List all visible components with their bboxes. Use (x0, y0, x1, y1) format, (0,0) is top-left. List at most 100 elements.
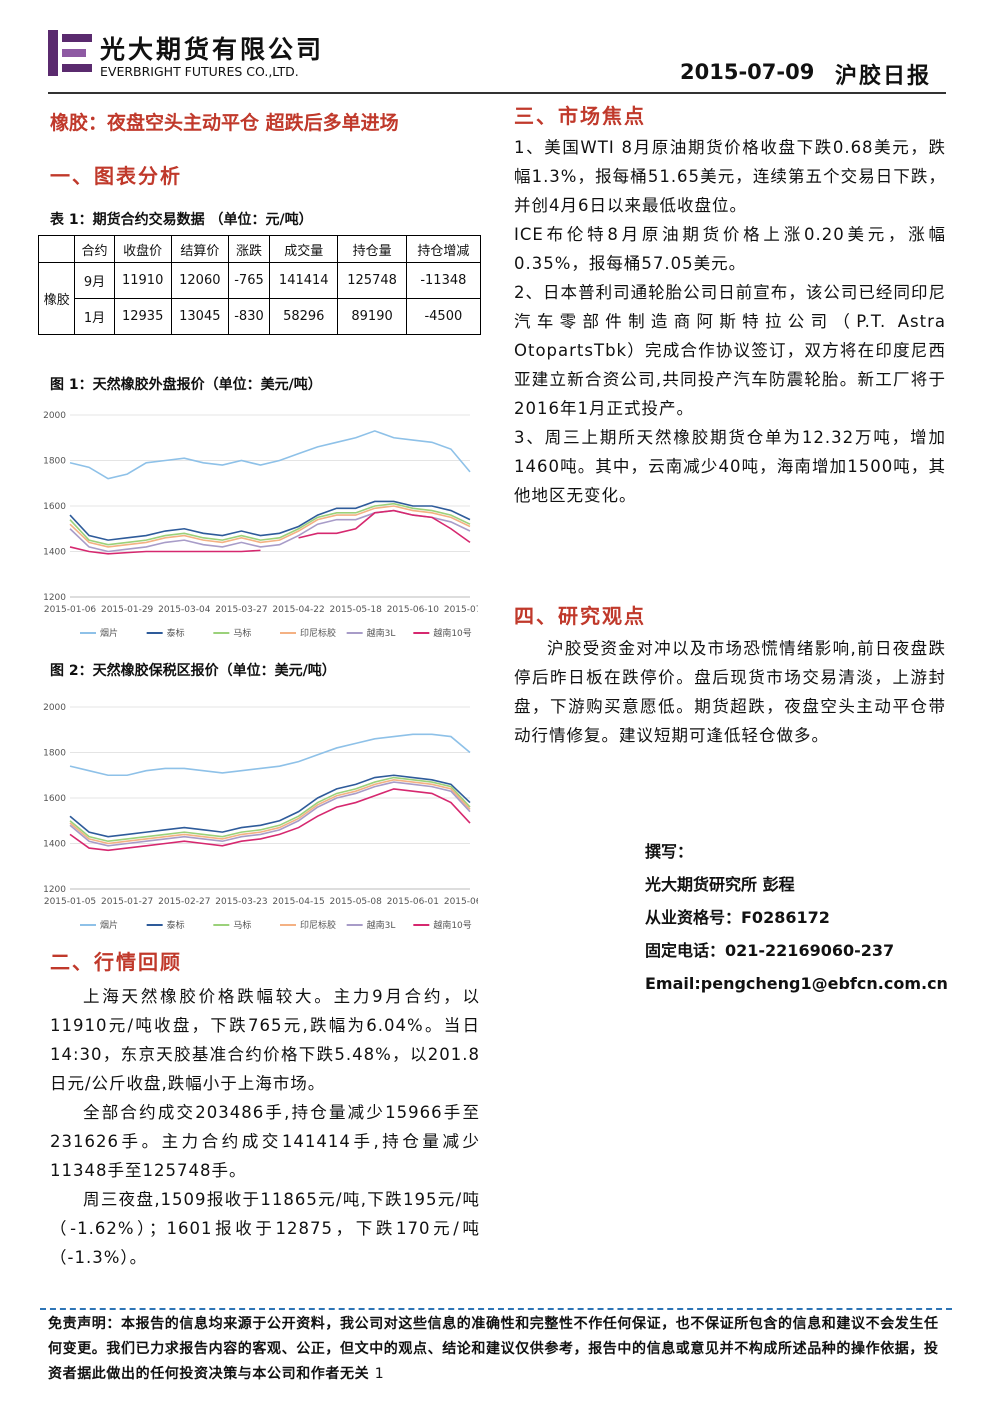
legend-label: 越南3L (367, 627, 396, 639)
disclaimer: 免责声明：本报告的信息均来源于公开资料，我公司对这些信息的准确性和完整性不作任何… (48, 1312, 946, 1387)
table-caption: 表 1：期货合约交易数据 （单位：元/吨） (50, 212, 313, 228)
figure-caption: 图 2：天然橡胶保税区报价（单位：美元/吨） (50, 663, 336, 679)
x-tick-label: 2015-05-18 (330, 605, 383, 615)
data-table: 合约 收盘价 结算价 涨跌 成交量 持仓量 持仓增减 橡胶 9月 11910 12060 -765 14… (37, 235, 482, 335)
figure-caption: 图 1：天然橡胶外盘报价（单位：美元/吨） (50, 377, 322, 393)
series-line (69, 505, 471, 548)
table-header-cell: 持仓增减 (405, 235, 482, 263)
table-header-cell (37, 235, 76, 263)
series-line (69, 781, 471, 847)
table-cell: 141414 (269, 262, 339, 299)
legend-label: 泰标 (167, 919, 185, 931)
series-line (69, 509, 471, 553)
series-line (69, 774, 471, 838)
footer-rule (40, 1308, 952, 1310)
paragraph: 2、日本普利司通轮胎公司日前宣布，该公司已经同印尼汽车零部件制造商阿斯特拉公司（… (514, 283, 946, 418)
table-cell: 13045 (170, 298, 229, 335)
author-block: 撰写： 光大期货研究所 彭程 从业资格号：F0286172 固定电话：021-2… (645, 835, 948, 1000)
headline: 橡胶：夜盘空头主动平仓 超跌后多单进场 (50, 112, 399, 134)
y-tick-label: 1200 (43, 593, 66, 603)
company-cn: 光大期货有限公司 (100, 35, 325, 64)
y-tick-label: 2000 (43, 703, 66, 713)
legend-label: 越南10号 (433, 627, 471, 639)
author-line: Email:pengcheng1@ebfcn.com.cn (645, 974, 948, 993)
table-cell: -830 (227, 298, 271, 335)
paragraph: 1、美国WTI 8月原油期货价格收盘下跌0.68美元，跌幅1.3%，报每桶51.… (514, 138, 946, 215)
company-en: EVERBRIGHT FUTURES CO.,LTD. (100, 64, 299, 79)
section-title: 四、研究观点 (514, 604, 646, 628)
series-line (69, 502, 471, 546)
table-header-cell: 涨跌 (227, 235, 271, 263)
header-rule (48, 92, 946, 94)
series-line (69, 778, 471, 845)
author-line: 光大期货研究所 彭程 (645, 875, 795, 894)
y-tick-label: 1200 (43, 885, 66, 895)
x-tick-label: 2015-06-01 (387, 897, 439, 907)
y-tick-label: 2000 (43, 411, 66, 421)
x-tick-label: 2015-01-27 (101, 897, 153, 907)
table-header-cell: 结算价 (170, 235, 229, 263)
legend-label: 泰标 (167, 627, 185, 639)
x-tick-label: 2015-04-22 (272, 605, 324, 615)
review-text: 上海天然橡胶价格跌幅较大。主力9月合约，以11910元/吨收盘，下跌765元,跌… (50, 982, 480, 1272)
x-tick-label: 2015-05-08 (330, 897, 383, 907)
x-tick-label: 2015-04-15 (272, 897, 324, 907)
table-row: 1月 12935 13045 -830 58296 89190 -4500 (39, 298, 482, 335)
table-cell: 125748 (337, 262, 407, 299)
paragraph: 周三夜盘,1509报收于11865元/吨,下跌195元/吨（-1.62%）；16… (50, 1190, 480, 1267)
section-title: 二、行情回顾 (50, 950, 182, 974)
legend-label: 越南3L (367, 919, 396, 931)
table-cell: 12935 (113, 298, 172, 335)
table-cell: 89190 (337, 298, 407, 335)
author-line: 从业资格号：F0286172 (645, 908, 830, 927)
table-cell: 58296 (269, 298, 339, 335)
legend-label: 烟片 (100, 919, 118, 931)
legend-label: 烟片 (100, 627, 118, 639)
report-name: 沪胶日报 (835, 64, 932, 89)
table-cell: 12060 (170, 262, 229, 299)
table-cell: -4500 (405, 298, 482, 335)
x-tick-label: 2015-06-24 (444, 897, 478, 907)
y-tick-label: 1800 (43, 457, 66, 467)
table-header-cell: 持仓量 (337, 235, 407, 263)
x-tick-label: 2015-03-27 (215, 605, 267, 615)
chart: 1200 1400 1600 1800 2000 2015-01-06 2015-01-29… (43, 411, 478, 639)
x-tick-label: 2015-03-04 (158, 605, 211, 615)
table-cell: -11348 (405, 262, 482, 299)
y-tick-label: 1600 (43, 794, 66, 804)
author-line: 撰写： (645, 842, 694, 861)
logo (48, 30, 92, 76)
section-title: 三、市场焦点 (514, 104, 646, 128)
legend-label: 马标 (233, 627, 251, 639)
legend-label: 越南10号 (433, 919, 471, 931)
table-row: 橡胶 9月 11910 12060 -765 141414 125748 -11348 (37, 262, 482, 335)
view-text: 沪胶受资金对冲以及市场恐慌情绪影响,前日夜盘跌停后昨日板在跌停价。盘后现货市场交… (514, 639, 946, 745)
section-title: 一、图表分析 (50, 164, 182, 188)
x-tick-label: 2015-06-10 (387, 605, 440, 615)
x-tick-label: 2015-07-06 (444, 605, 478, 615)
chart: 1200 1400 1600 1800 2000 2015-01-05 2015-01-27… (43, 703, 478, 931)
table-cell: 9月 (74, 262, 115, 299)
table-header-row: 合约 收盘价 结算价 涨跌 成交量 持仓量 持仓增减 (37, 235, 482, 263)
table-group-cell: 橡胶 (37, 262, 76, 335)
paragraph: ICE布伦特8月原油期货价格上涨0.20美元，涨幅0.35%，报每桶57.05美… (514, 225, 946, 273)
report-date: 2015-07-09 (680, 60, 815, 84)
disclaimer-text: 免责声明：本报告的信息均来源于公开资料，我公司对这些信息的准确性和完整性不作任何… (48, 1316, 939, 1382)
legend-label: 印尼标胶 (300, 919, 336, 931)
series-line (69, 776, 471, 843)
y-tick-label: 1400 (43, 548, 66, 558)
table-header-cell: 合约 (74, 235, 115, 263)
legend-label: 印尼标胶 (300, 627, 336, 639)
legend-label: 马标 (233, 919, 251, 931)
paragraph: 上海天然橡胶价格跌幅较大。主力9月合约，以11910元/吨收盘，下跌765元,跌… (50, 987, 480, 1093)
paragraph: 全部合约成交203486手,持仓量减少15966手至231626手。主力合约成交… (50, 1103, 480, 1180)
series-line (69, 500, 471, 541)
paragraph: 3、周三上期所天然橡胶期货仓单为12.32万吨，增加1460吨。其中，云南减少4… (514, 428, 946, 505)
table-cell: -765 (227, 262, 271, 299)
series-line (69, 430, 471, 480)
series-line (69, 788, 471, 852)
y-tick-label: 1800 (43, 749, 66, 759)
y-tick-label: 1600 (43, 502, 66, 512)
focus-text: 1、美国WTI 8月原油期货价格收盘下跌0.68美元，跌幅1.3%，报每桶51.… (514, 133, 946, 510)
